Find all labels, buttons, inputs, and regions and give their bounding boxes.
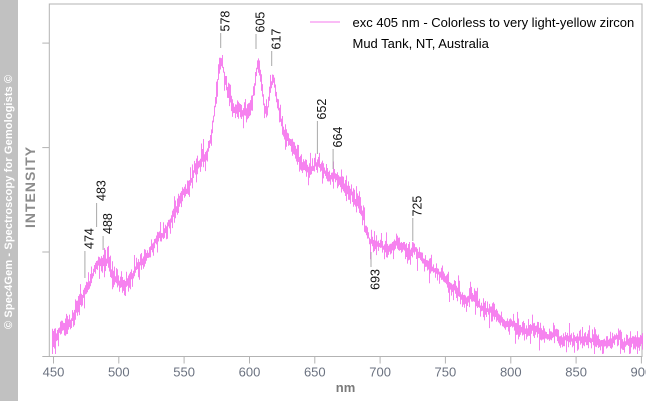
svg-text:750: 750 [435,365,457,380]
svg-text:800: 800 [500,365,522,380]
svg-text:474: 474 [83,228,97,249]
svg-text:617: 617 [269,29,283,50]
svg-text:725: 725 [411,196,425,217]
svg-text:850: 850 [565,365,587,380]
svg-text:500: 500 [108,365,130,380]
svg-text:450: 450 [43,365,65,380]
svg-text:693: 693 [369,269,383,290]
svg-text:nm: nm [336,380,356,395]
svg-text:Mud Tank, NT, Australia: Mud Tank, NT, Australia [353,36,490,51]
svg-text:652: 652 [315,99,329,120]
svg-text:exc 405 nm - Colorless to very: exc 405 nm - Colorless to very light-yel… [353,15,635,30]
svg-text:605: 605 [254,12,268,33]
svg-text:650: 650 [304,365,326,380]
svg-text:550: 550 [173,365,195,380]
svg-text:483: 483 [94,180,108,201]
svg-text:488: 488 [101,213,115,234]
svg-text:700: 700 [369,365,391,380]
svg-text:600: 600 [239,365,261,380]
svg-text:900: 900 [631,365,646,380]
svg-text:664: 664 [331,127,345,148]
svg-text:578: 578 [218,11,232,32]
